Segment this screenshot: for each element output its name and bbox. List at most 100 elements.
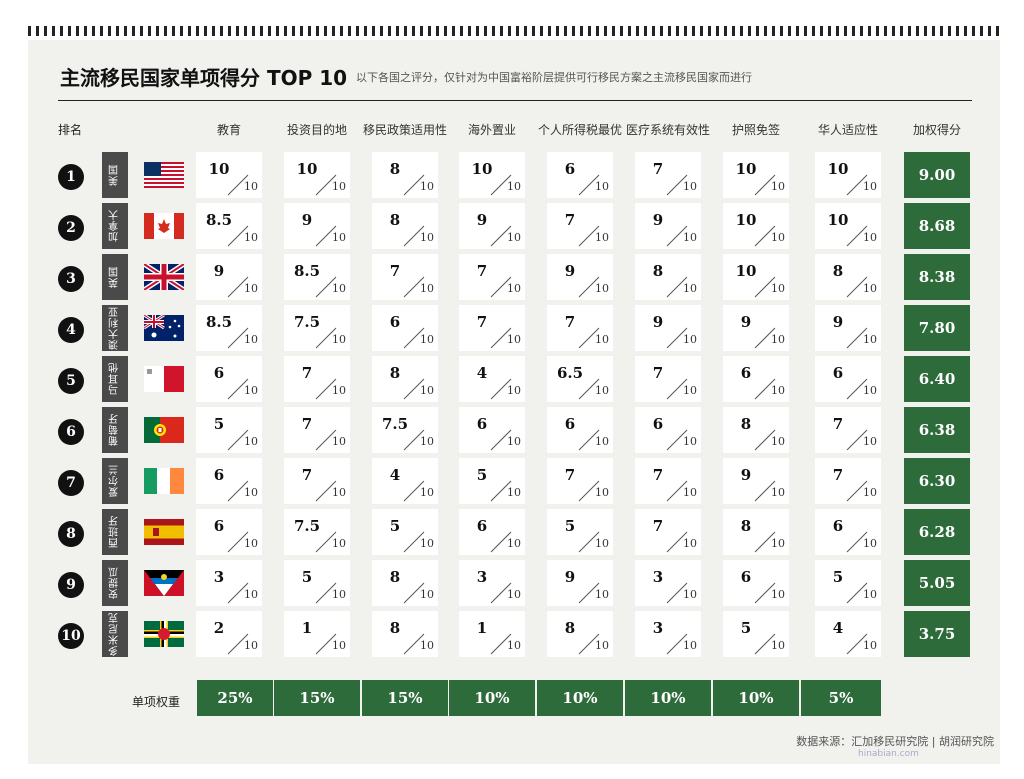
score-value: 9 [832, 313, 844, 331]
score-value: 3 [652, 568, 664, 586]
fraction-slash-icon [578, 582, 600, 604]
fraction-slash-icon [315, 480, 337, 502]
page-title: 主流移民国家单项得分 TOP 10 [60, 66, 348, 90]
fraction-slash-icon [227, 633, 249, 655]
score-value: 10 [827, 160, 849, 178]
fraction-slash-icon [490, 327, 512, 349]
score-cell: 6 10 [723, 356, 789, 402]
fraction-slash-icon [754, 225, 776, 247]
score-cell: 9 10 [196, 254, 262, 300]
score-value: 3 [652, 619, 664, 637]
source-note: 数据来源：汇加移民研究院 | 胡润研究院 [796, 735, 994, 748]
score-denominator: 10 [683, 282, 697, 295]
score-denominator: 10 [507, 588, 521, 601]
score-cell: 10 10 [284, 152, 350, 198]
score-cell: 10 10 [815, 152, 881, 198]
score-cell: 7.5 10 [372, 407, 438, 453]
fraction-slash-icon [578, 174, 600, 196]
score-cell: 6 10 [547, 407, 613, 453]
canada-flag-icon [144, 213, 184, 239]
fraction-slash-icon [666, 480, 688, 502]
fraction-slash-icon [666, 225, 688, 247]
fraction-slash-icon [846, 429, 868, 451]
score-denominator: 10 [771, 180, 785, 193]
score-value: 8 [740, 517, 752, 535]
score-value: 8 [389, 568, 401, 586]
score-value: 7 [301, 364, 313, 382]
score-denominator: 10 [595, 333, 609, 346]
fraction-slash-icon [227, 174, 249, 196]
fraction-slash-icon [490, 633, 512, 655]
rank-header: 排名 [58, 123, 83, 137]
score-denominator: 10 [332, 231, 346, 244]
score-value: 9 [652, 313, 664, 331]
score-denominator: 10 [420, 435, 434, 448]
watermark-logo: hinabian.com [858, 749, 919, 759]
score-value: 8.5 [205, 211, 233, 229]
score-value: 7 [652, 517, 664, 535]
score-value: 8 [389, 160, 401, 178]
score-denominator: 10 [244, 180, 258, 193]
score-value: 2 [213, 619, 225, 637]
score-value: 9 [564, 568, 576, 586]
score-value: 8 [389, 364, 401, 382]
fraction-slash-icon [754, 174, 776, 196]
score-value: 5 [832, 568, 844, 586]
score-cell: 8 10 [723, 407, 789, 453]
score-value: 8 [832, 262, 844, 280]
score-denominator: 10 [683, 537, 697, 550]
fraction-slash-icon [666, 429, 688, 451]
fraction-slash-icon [403, 174, 425, 196]
score-cell: 5 10 [723, 611, 789, 657]
score-denominator: 10 [244, 282, 258, 295]
fraction-slash-icon [490, 174, 512, 196]
score-cell: 3 10 [635, 560, 701, 606]
fraction-slash-icon [578, 225, 600, 247]
score-cell: 5 10 [547, 509, 613, 555]
fraction-slash-icon [315, 378, 337, 400]
fraction-slash-icon [315, 429, 337, 451]
score-cell: 1 10 [459, 611, 525, 657]
weighted-score: 3.75 [904, 611, 970, 657]
score-cell: 8 10 [372, 356, 438, 402]
fraction-slash-icon [846, 225, 868, 247]
malta-flag-icon [144, 366, 184, 392]
score-denominator: 10 [244, 537, 258, 550]
country-label: 葡萄牙 [102, 407, 128, 453]
score-value: 10 [735, 262, 757, 280]
score-denominator: 10 [771, 537, 785, 550]
score-value: 8 [389, 619, 401, 637]
fraction-slash-icon [578, 327, 600, 349]
table-row: 1 美国 10 10 10 10 8 10 10 10 6 10 7 10 10 [0, 151, 1024, 199]
score-denominator: 10 [420, 180, 434, 193]
score-value: 7 [652, 466, 664, 484]
score-denominator: 10 [683, 384, 697, 397]
score-value: 6 [652, 415, 664, 433]
score-denominator: 10 [863, 180, 877, 193]
fraction-slash-icon [666, 327, 688, 349]
fraction-slash-icon [315, 582, 337, 604]
score-value: 9 [740, 313, 752, 331]
score-denominator: 10 [332, 639, 346, 652]
weight-cell: 15% [274, 680, 360, 716]
score-denominator: 10 [507, 435, 521, 448]
antigua-flag-icon [144, 570, 184, 596]
score-denominator: 10 [332, 486, 346, 499]
score-cell: 7 10 [459, 254, 525, 300]
score-cell: 8 10 [635, 254, 701, 300]
score-cell: 6.5 10 [547, 356, 613, 402]
column-header: 加权得分 [912, 123, 961, 137]
country-label: 加拿大 [102, 203, 128, 249]
score-denominator: 10 [507, 180, 521, 193]
fraction-slash-icon [315, 633, 337, 655]
score-denominator: 10 [595, 282, 609, 295]
score-denominator: 10 [507, 639, 521, 652]
score-denominator: 10 [507, 231, 521, 244]
score-value: 8 [652, 262, 664, 280]
score-cell: 7 10 [372, 254, 438, 300]
fraction-slash-icon [846, 378, 868, 400]
score-cell: 3 10 [635, 611, 701, 657]
score-denominator: 10 [244, 639, 258, 652]
fraction-slash-icon [754, 378, 776, 400]
table-row: 3 英国 9 10 8.5 10 7 10 7 10 9 10 8 10 10 [0, 253, 1024, 301]
